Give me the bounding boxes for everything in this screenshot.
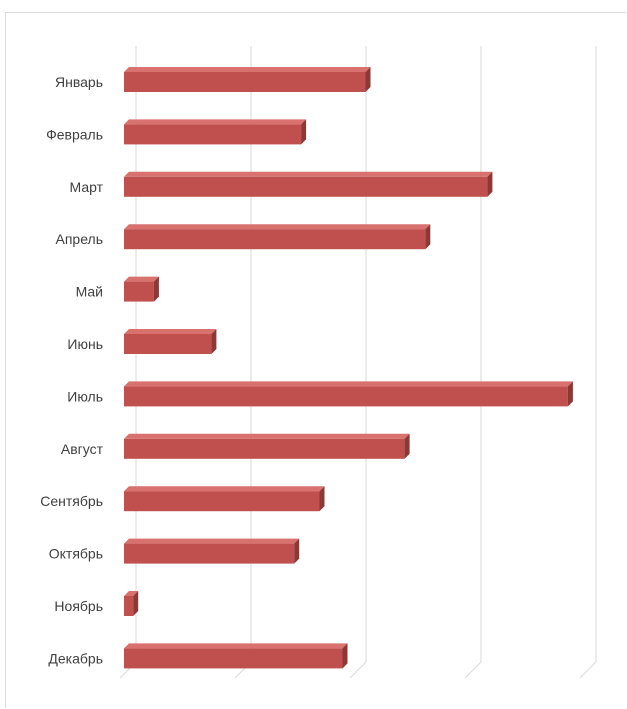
bar-front-face: [124, 491, 320, 512]
bar-top-face: [124, 381, 573, 387]
bar-side-face: [425, 224, 431, 250]
bar-front-face: [124, 72, 366, 92]
category-label: Май: [76, 284, 103, 300]
bar-side-face: [567, 381, 573, 407]
bar: [124, 591, 139, 616]
bar-top-face: [124, 224, 431, 230]
bar-side-face: [342, 643, 348, 669]
bar: [124, 329, 217, 354]
category-label: Сентябрь: [40, 493, 103, 509]
category-label: Октябрь: [49, 546, 103, 562]
chart-area: [5, 12, 626, 708]
bar-side-face: [404, 433, 410, 459]
category-label: Январь: [55, 74, 103, 90]
bar: [124, 433, 410, 459]
bar-side-face: [365, 67, 371, 92]
bar-front-face: [124, 648, 343, 669]
bar-top-face: [124, 67, 371, 72]
category-label: Июнь: [67, 336, 103, 352]
category-label: Июль: [67, 388, 103, 404]
bar-front-face: [124, 124, 302, 145]
bar: [124, 171, 493, 197]
bar-front-face: [124, 281, 154, 302]
bar-front-face: [124, 543, 295, 564]
floor-gridline: [349, 661, 367, 679]
category-label: Март: [70, 179, 104, 195]
bar-top-face: [124, 643, 348, 649]
bar-side-face: [153, 276, 159, 302]
bar: [124, 67, 371, 92]
bar-top-face: [124, 329, 217, 334]
bar: [124, 381, 573, 407]
floor-gridline: [579, 661, 597, 679]
bar-side-face: [301, 119, 307, 145]
bar: [124, 276, 159, 302]
bar-top-face: [124, 433, 410, 439]
bar: [124, 643, 348, 669]
bar-front-face: [124, 438, 405, 459]
bar-front-face: [124, 386, 568, 407]
bar-top-face: [124, 591, 139, 596]
bar: [124, 486, 325, 512]
bar-side-face: [319, 486, 325, 512]
bar-top-face: [124, 171, 493, 177]
bar-top-face: [124, 276, 159, 282]
bar: [124, 119, 307, 145]
bar-top-face: [124, 119, 307, 125]
bar-side-face: [487, 171, 493, 197]
category-label: Февраль: [46, 126, 103, 142]
bar-top-face: [124, 538, 300, 544]
bar-side-face: [211, 329, 217, 354]
category-label: Апрель: [56, 231, 104, 247]
floor-gridline: [464, 661, 482, 679]
bar-side-face: [133, 591, 139, 616]
bar-front-face: [124, 176, 488, 197]
bar-front-face: [124, 596, 134, 616]
category-label: Декабрь: [48, 650, 103, 666]
category-label: Ноябрь: [54, 598, 103, 614]
category-label: Август: [61, 441, 104, 457]
bar: [124, 224, 431, 250]
bar-front-face: [124, 334, 212, 354]
bar: [124, 538, 300, 564]
bar-front-face: [124, 229, 426, 250]
bar-side-face: [294, 538, 300, 564]
bar-top-face: [124, 486, 325, 492]
